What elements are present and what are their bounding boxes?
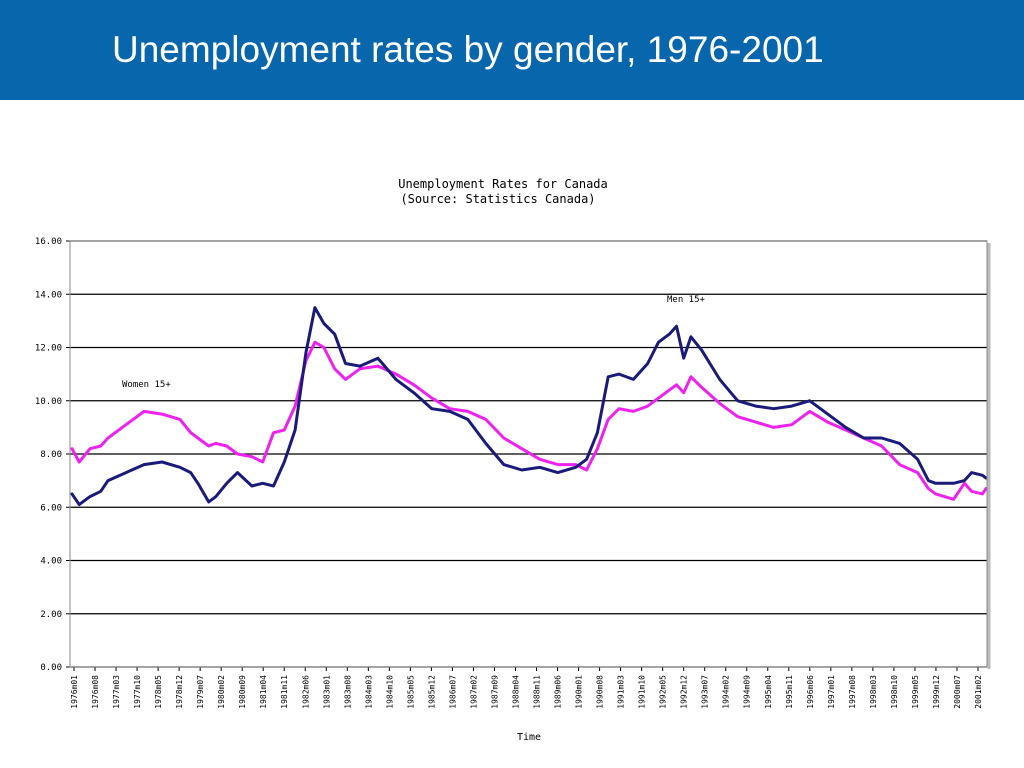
- x-tick-label: 1983m08: [343, 675, 352, 709]
- x-tick-label: 1981m11: [280, 675, 289, 709]
- x-tick-label: 2000m07: [953, 675, 962, 709]
- x-tick-label: 1997m08: [848, 675, 857, 709]
- x-tick-label: 1985m12: [427, 675, 436, 709]
- series-lines: [70, 306, 988, 507]
- women-series-label: Women 15+: [122, 380, 171, 390]
- y-tick-label: 14.00: [35, 290, 62, 300]
- y-tick-label: 10.00: [35, 397, 62, 407]
- x-tick-label: 1995m04: [764, 675, 773, 709]
- chart-subtitle: (Source: Statistics Canada): [400, 192, 595, 206]
- x-tick-label: 1998m10: [890, 675, 899, 709]
- x-tick-label: 1997m01: [827, 675, 836, 709]
- x-tick-label: 1984m10: [385, 675, 394, 709]
- plot-frame: [69, 240, 988, 668]
- x-tick-label: 1980m09: [238, 675, 247, 709]
- men-series-label: Men 15+: [667, 295, 706, 305]
- y-tick-label: 6.00: [40, 503, 62, 513]
- x-tick-label: 1990m08: [596, 675, 605, 709]
- y-tick-label: 4.00: [40, 557, 62, 567]
- x-tick-label: 2001m02: [974, 675, 983, 709]
- x-tick-label: 1981m04: [259, 675, 268, 709]
- x-tick-label: 1992m05: [659, 675, 668, 709]
- slide-title: Unemployment rates by gender, 1976-2001: [112, 29, 824, 70]
- x-tick-label: 1978m12: [175, 675, 184, 709]
- x-tick-label: 1990m01: [575, 675, 584, 709]
- y-tick-label: 16.00: [35, 237, 62, 247]
- x-tick-label: 1996m06: [806, 675, 815, 709]
- x-tick-label: 1977m03: [112, 675, 121, 709]
- x-tick-label: 1987m09: [490, 675, 499, 709]
- x-tick-label: 1999m05: [911, 675, 920, 709]
- x-tick-label: 1988m04: [511, 675, 520, 709]
- x-tick-label: 1977m10: [133, 675, 142, 709]
- x-tick-label: 1979m07: [196, 675, 205, 709]
- x-tick-label: 1987m02: [469, 675, 478, 709]
- x-tick-label: 1983m01: [322, 675, 331, 709]
- x-tick-label: 1991m03: [617, 675, 626, 709]
- x-tick-label: 1992m12: [680, 675, 689, 709]
- y-tick-label: 12.00: [35, 344, 62, 354]
- x-tick-label: 1985m05: [406, 675, 415, 709]
- x-tick-label: 1994m09: [743, 675, 752, 709]
- y-tick-label: 8.00: [40, 450, 62, 460]
- x-tick-label: 1982m06: [301, 675, 310, 709]
- x-tick-label: 1995m11: [785, 675, 794, 709]
- title-banner: Unemployment rates by gender, 1976-2001: [0, 0, 1024, 100]
- unemployment-chart: Unemployment Rates for Canada (Source: S…: [35, 177, 991, 743]
- x-tick-label: 1976m01: [70, 675, 79, 709]
- x-tick-label: 1989m06: [554, 675, 563, 709]
- x-tick-label: 1991m10: [638, 675, 647, 709]
- x-tick-label: 1993m07: [701, 675, 710, 709]
- x-tick-label: 1986m07: [448, 675, 457, 709]
- x-axis-ticks: 1976m01 1976m08 1977m03 1977m10 1978m05 1978m…: [70, 667, 983, 709]
- x-tick-label: 1978m05: [154, 675, 163, 709]
- x-tick-label: 1976m08: [91, 675, 100, 709]
- y-tick-label: 0.00: [40, 663, 62, 673]
- x-tick-label: 1980m02: [217, 675, 226, 709]
- y-tick-label: 2.00: [40, 610, 62, 620]
- y-axis-ticks: 0.00 2.00 4.00 6.00 8.00 10.00 12.00 14.00 16.00: [35, 237, 70, 673]
- women-series-line: [70, 340, 988, 501]
- x-tick-label: 1988m11: [533, 675, 542, 709]
- x-axis-label: Time: [517, 732, 541, 743]
- x-tick-label: 1999m12: [932, 675, 941, 709]
- men-series-line: [70, 306, 988, 507]
- chart-title: Unemployment Rates for Canada: [398, 177, 608, 191]
- x-tick-label: 1998m03: [869, 675, 878, 709]
- x-tick-label: 1994m02: [722, 675, 731, 709]
- x-tick-label: 1984m03: [364, 675, 373, 709]
